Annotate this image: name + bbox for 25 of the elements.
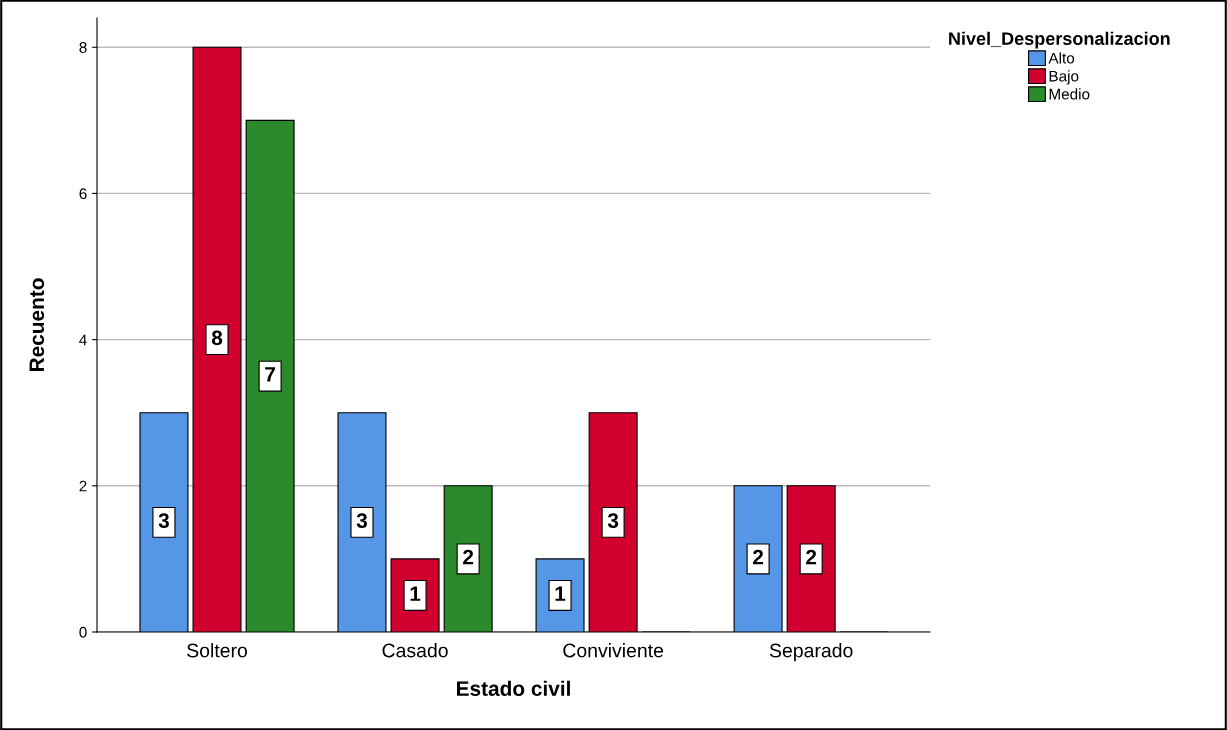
x-tick-label: Conviviente	[563, 643, 664, 658]
y-tick-label: 8	[79, 42, 87, 53]
x-tick-label: Soltero	[187, 643, 248, 658]
data-label: 2	[806, 549, 817, 565]
x-tick-label: Casado	[382, 643, 448, 658]
legend-label: Alto	[1048, 52, 1075, 64]
y-tick-label: 6	[79, 188, 87, 200]
data-label: 1	[410, 586, 421, 601]
y-tick-label: 0	[79, 626, 87, 638]
data-label: 7	[265, 367, 275, 382]
data-label: 3	[607, 513, 619, 528]
data-label: 3	[158, 513, 169, 528]
legend-title: Nivel_Despersonalizacion	[949, 31, 1170, 49]
data-label: 1	[555, 586, 566, 601]
x-tick-label: Separado	[769, 643, 853, 662]
y-axis-title: Recuento	[29, 278, 45, 372]
data-label: 2	[463, 549, 474, 565]
x-axis-title: Estado civil	[457, 680, 570, 696]
data-label: 8	[211, 330, 223, 346]
data-label: 3	[356, 513, 368, 528]
y-tick-label: 2	[79, 480, 87, 492]
legend-label: Medio	[1049, 88, 1090, 100]
legend-label: Bajo	[1049, 70, 1079, 85]
data-label: 2	[753, 549, 764, 565]
y-tick-label: 4	[79, 334, 87, 346]
